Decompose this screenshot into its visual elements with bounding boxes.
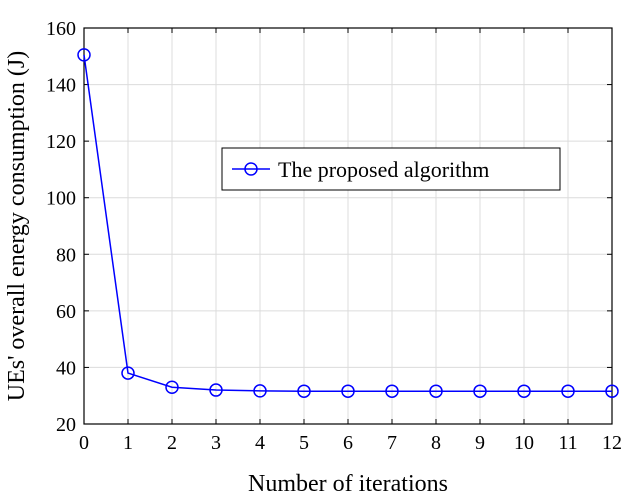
legend-box (221, 147, 561, 191)
data-point (121, 366, 135, 380)
y-tick-label: 140 (46, 75, 76, 97)
y-tick-label: 40 (56, 357, 76, 379)
x-tick-label: 7 (387, 432, 397, 454)
data-point (473, 384, 487, 398)
x-tick-label: 10 (514, 432, 534, 454)
data-point (77, 48, 91, 62)
data-point (297, 384, 311, 398)
data-point (209, 383, 223, 397)
data-point (253, 384, 267, 398)
x-tick-label: 9 (475, 432, 485, 454)
y-tick-label: 60 (56, 301, 76, 323)
y-tick-label: 100 (46, 188, 76, 210)
x-tick-label: 6 (343, 432, 353, 454)
x-tick-label: 11 (558, 432, 577, 454)
legend-marker-circle-icon (244, 162, 258, 176)
data-point (385, 384, 399, 398)
data-point (517, 384, 531, 398)
y-axis-label: UEs' overall energy consumption (J) (4, 51, 30, 401)
series-layer (77, 48, 619, 398)
data-point (561, 384, 575, 398)
ticks (83, 27, 613, 425)
data-point (429, 384, 443, 398)
y-tick-label: 120 (46, 131, 76, 153)
series-line (83, 54, 612, 392)
x-tick-label: 3 (211, 432, 221, 454)
y-tick-label: 80 (56, 244, 76, 266)
x-tick-label: 1 (123, 432, 133, 454)
data-point (341, 384, 355, 398)
x-tick-label: 4 (255, 432, 265, 454)
x-tick-label: 0 (79, 432, 89, 454)
x-tick-label: 5 (299, 432, 309, 454)
legend: The proposed algorithm (221, 147, 561, 191)
legend-label: The proposed algorithm (278, 157, 489, 182)
y-tick-label: 20 (56, 414, 76, 436)
data-point (605, 384, 619, 398)
x-tick-label: 12 (602, 432, 622, 454)
x-tick-label: 8 (431, 432, 441, 454)
x-axis-label: Number of iterations (248, 471, 448, 497)
x-tick-label: 2 (167, 432, 177, 454)
data-point (165, 380, 179, 394)
y-tick-label: 160 (46, 18, 76, 40)
